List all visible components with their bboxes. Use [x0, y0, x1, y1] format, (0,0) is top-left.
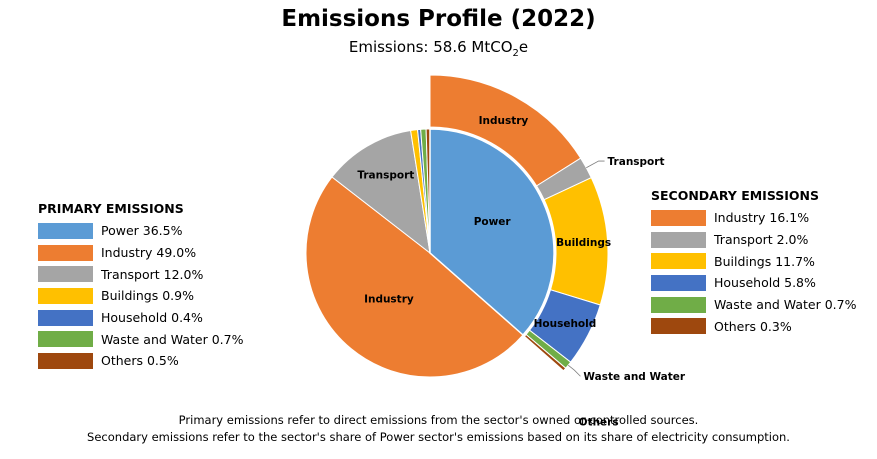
- secondary-legend-label-household: Household 5.8%: [714, 275, 816, 291]
- secondary-legend-item-waste-and-water: Waste and Water 0.7%: [651, 294, 856, 316]
- primary-slice-power-overlay: [429, 128, 555, 337]
- footnote-secondary: Secondary emissions refer to the sector'…: [87, 430, 790, 444]
- primary-legend-swatch-transport: [38, 266, 93, 283]
- label-primary-industry: Industry: [364, 294, 414, 306]
- chart-title: Emissions Profile (2022): [281, 6, 596, 32]
- secondary-legend-item-others: Others 0.3%: [651, 315, 856, 337]
- secondary-legend-swatch-household: [651, 274, 706, 291]
- secondary-legend-label-others: Others 0.3%: [714, 318, 792, 334]
- primary-legend-swatch-buildings: [38, 287, 93, 304]
- primary-legend-title: PRIMARY EMISSIONS: [38, 201, 184, 216]
- secondary-legend-swatch-waste-and-water: [651, 296, 706, 313]
- primary-legend-swatch-industry: [38, 244, 93, 261]
- label-secondary-transport-leader: [586, 160, 605, 169]
- secondary-legend-label-buildings: Buildings 11.7%: [714, 253, 815, 269]
- secondary-slice-others: [523, 333, 567, 372]
- primary-legend-item-waste-and-water: Waste and Water 0.7%: [38, 328, 243, 350]
- secondary-legend-swatch-transport: [651, 231, 706, 248]
- primary-legend-label-household: Household 0.4%: [101, 310, 203, 326]
- label-secondary-industry: Industry: [479, 115, 529, 127]
- label-primary-transport: Transport: [357, 169, 414, 181]
- primary-legend-label-industry: Industry 49.0%: [101, 245, 197, 261]
- primary-legend-label-waste-and-water: Waste and Water 0.7%: [101, 331, 244, 347]
- subtitle-subscript: 2: [512, 48, 519, 59]
- secondary-legend-label-transport: Transport 2.0%: [714, 232, 809, 248]
- label-secondary-waste-and-water-leader: [567, 364, 581, 377]
- secondary-legend-item-buildings: Buildings 11.7%: [651, 250, 856, 272]
- primary-slice-transport: [331, 129, 431, 255]
- secondary-legend-label-industry: Industry 16.1%: [714, 210, 810, 226]
- secondary-legend-swatch-buildings: [651, 253, 706, 270]
- label-secondary-waste-and-water: Waste and Water: [583, 371, 686, 383]
- primary-legend-item-transport: Transport 12.0%: [38, 263, 243, 285]
- primary-legend-item-household: Household 0.4%: [38, 307, 243, 329]
- subtitle-text: Emissions: 58.6 MtCO: [348, 38, 513, 56]
- label-secondary-others: Others: [579, 416, 619, 428]
- primary-legend-item-others: Others 0.5%: [38, 350, 243, 372]
- label-secondary-household: Household: [534, 318, 597, 330]
- secondary-legend-swatch-industry: [651, 209, 706, 226]
- primary-legend-swatch-others: [38, 352, 93, 369]
- secondary-legend-item-household: Household 5.8%: [651, 272, 856, 294]
- secondary-legend-swatch-others: [651, 318, 706, 335]
- primary-legend-label-buildings: Buildings 0.9%: [101, 288, 194, 304]
- primary-legend-label-others: Others 0.5%: [101, 353, 179, 369]
- primary-legend-item-power: Power 36.5%: [38, 220, 243, 242]
- subtitle-tail: e: [518, 38, 529, 56]
- primary-legend-label-power: Power 36.5%: [101, 223, 183, 239]
- primary-legend-swatch-waste-and-water: [38, 331, 93, 348]
- primary-legend: PRIMARY EMISSIONS Power 36.5% Industry 49…: [38, 201, 243, 372]
- footnote-primary: Primary emissions refer to direct emissi…: [178, 413, 699, 427]
- secondary-legend-label-waste-and-water: Waste and Water 0.7%: [714, 297, 857, 313]
- secondary-legend-item-industry: Industry 16.1%: [651, 207, 856, 229]
- primary-legend-swatch-power: [38, 222, 93, 239]
- primary-legend-label-transport: Transport 12.0%: [101, 266, 204, 282]
- chart-subtitle: Emissions: 58.6 MtCO2e: [0, 38, 877, 59]
- primary-legend-item-industry: Industry 49.0%: [38, 242, 243, 264]
- label-secondary-transport: Transport: [608, 156, 665, 168]
- label-primary-power: Power: [474, 216, 512, 228]
- primary-legend-item-buildings: Buildings 0.9%: [38, 285, 243, 307]
- secondary-legend-item-transport: Transport 2.0%: [651, 229, 856, 251]
- secondary-legend: SECONDARY EMISSIONS Industry 16.1% Transp…: [651, 188, 856, 337]
- label-secondary-buildings: Buildings: [556, 237, 611, 249]
- primary-legend-swatch-household: [38, 309, 93, 326]
- primary-slice-industry: [305, 176, 524, 378]
- secondary-legend-title: SECONDARY EMISSIONS: [651, 188, 820, 203]
